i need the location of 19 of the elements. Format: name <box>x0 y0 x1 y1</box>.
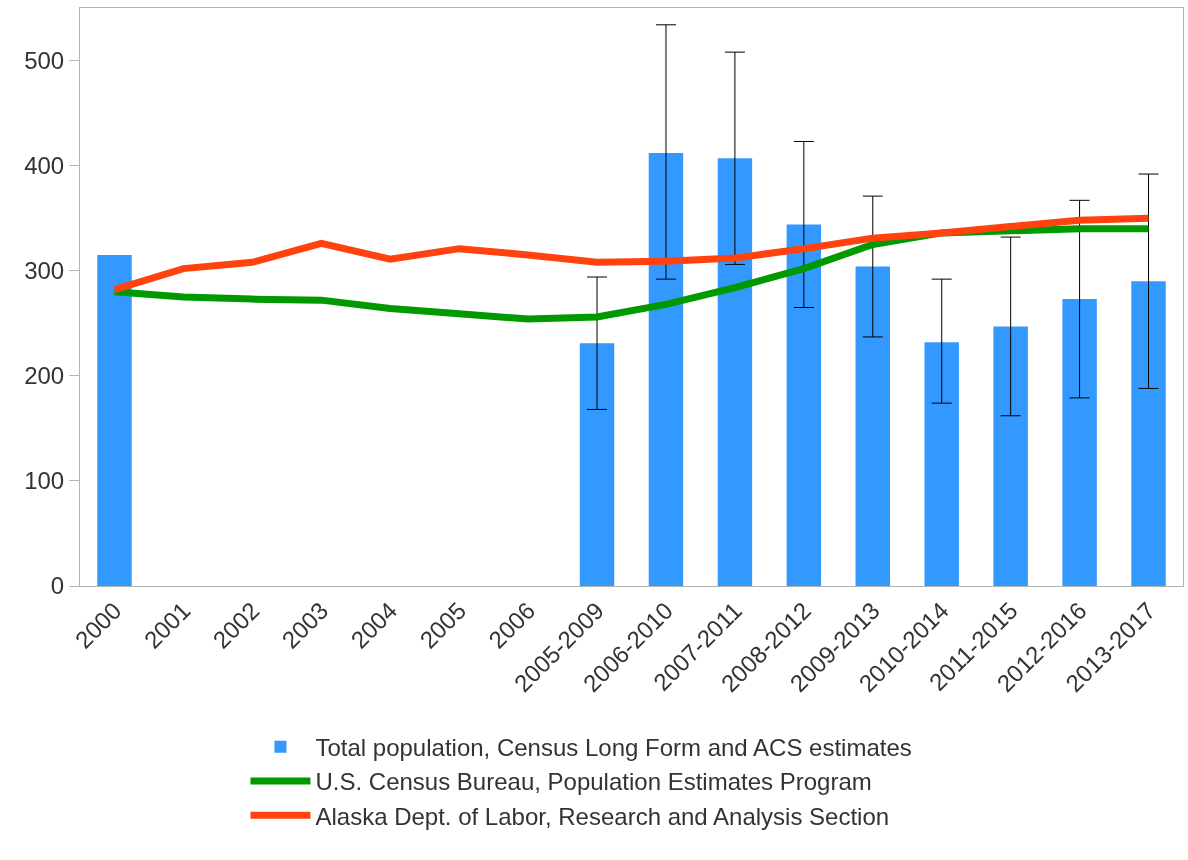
bar <box>579 343 615 586</box>
bar <box>993 326 1028 586</box>
bar <box>924 342 959 586</box>
bar <box>1062 299 1097 586</box>
legend-label: Alaska Dept. of Labor, Research and Analysis Section <box>315 802 890 830</box>
bar <box>1131 281 1166 586</box>
bar <box>648 153 684 586</box>
y-tick-label: 200 <box>24 362 65 390</box>
y-tick-label: 500 <box>24 46 65 74</box>
bar <box>97 254 132 586</box>
legend-label: U.S. Census Bureau, Population Estimates Program <box>315 768 872 796</box>
legend-label: Total population, Census Long Form and ACS estimates <box>315 734 912 762</box>
bar <box>855 266 891 586</box>
y-tick-label: 400 <box>24 152 65 180</box>
y-tick-label: 100 <box>24 467 65 495</box>
bar <box>786 224 822 586</box>
bar <box>717 158 753 586</box>
y-tick-label: 0 <box>50 572 65 600</box>
y-tick-label: 300 <box>24 257 65 285</box>
